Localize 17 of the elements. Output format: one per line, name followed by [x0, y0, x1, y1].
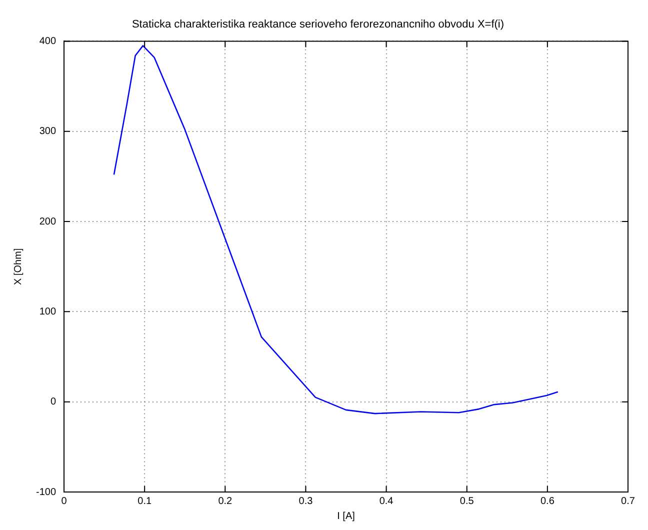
x-axis-title: I [A] — [337, 510, 356, 522]
x-tick-label: 0.2 — [218, 496, 233, 507]
y-tick-label: 0 — [50, 396, 56, 408]
x-tick-label: 0 — [61, 496, 68, 507]
x-tick-label: 0.6 — [540, 496, 555, 507]
y-tick-label: 100 — [39, 306, 56, 318]
y-tick-label: 400 — [39, 36, 56, 47]
y-axis-title: X [Ohm] — [12, 248, 24, 285]
y-tick-label: 300 — [39, 126, 56, 138]
y-tick-label: -100 — [36, 486, 56, 498]
x-tick-label: 0.7 — [621, 496, 636, 507]
y-tick-label: 200 — [39, 216, 56, 228]
chart-title: Staticka charakteristika reaktance serioveho ferorezonancniho obvodu X=f(i) — [132, 18, 504, 31]
x-tick-label: 0.1 — [138, 496, 152, 507]
x-tick-label: 0.5 — [460, 496, 474, 507]
x-tick-label: 0.3 — [298, 496, 314, 507]
x-tick-label: 0.4 — [379, 496, 394, 507]
